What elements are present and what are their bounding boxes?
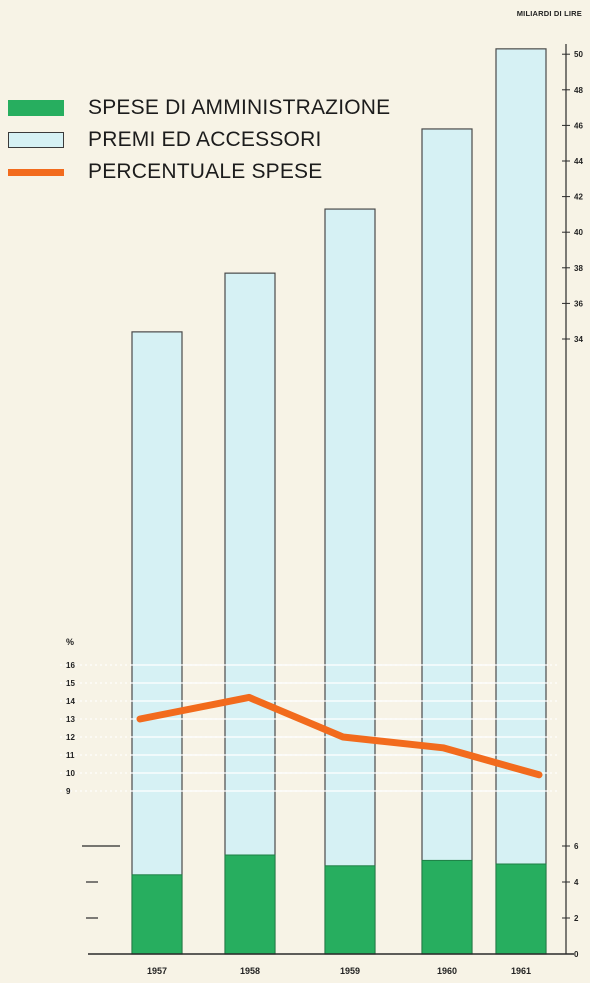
- bar-spese-1959: [324, 865, 376, 955]
- right-axis-tick-label: 50: [574, 50, 583, 59]
- bar-premi-1957: [131, 331, 183, 955]
- left-axis-unit-label: %: [66, 637, 74, 647]
- bar-spese-1960: [421, 859, 473, 955]
- right-axis-tick-label: 48: [574, 86, 583, 95]
- x-axis-label-1960: 1960: [437, 966, 457, 976]
- right-axis-tick-label: 44: [574, 157, 583, 166]
- bar-premi-1960: [421, 128, 473, 955]
- left-axis-tick-label: 14: [66, 697, 75, 706]
- right-axis-tick-label: 4: [574, 878, 579, 887]
- x-axis-label-1957: 1957: [147, 966, 167, 976]
- legend-label-percentuale: PERCENTUALE SPESE: [88, 160, 323, 183]
- legend-swatch-percentuale: [8, 168, 64, 176]
- left-axis-tick-label: 11: [66, 751, 75, 760]
- legend-item-premi: PREMI ED ACCESSORI: [8, 124, 390, 156]
- legend-swatch-premi: [8, 132, 64, 148]
- legend-item-percentuale: PERCENTUALE SPESE: [8, 156, 390, 188]
- bar-spese-1957: [131, 874, 183, 955]
- x-axis-label-1958: 1958: [240, 966, 260, 976]
- x-axis-label-1959: 1959: [340, 966, 360, 976]
- right-axis-tick-label: 2: [574, 914, 579, 923]
- bar-spese-1958: [224, 854, 276, 955]
- right-axis-unit-label: MILIARDI DI LIRE: [516, 9, 582, 18]
- left-axis-tick-label: 12: [66, 733, 75, 742]
- left-axis-tick-label: 9: [66, 787, 71, 796]
- legend-label-premi: PREMI ED ACCESSORI: [88, 128, 322, 151]
- bar-premi-1959: [324, 208, 376, 955]
- right-axis-tick-label: 40: [574, 228, 583, 237]
- bar-premi-1958: [224, 272, 276, 955]
- x-axis-label-1961: 1961: [511, 966, 531, 976]
- legend-item-spese: SPESE DI AMMINISTRAZIONE: [8, 92, 390, 124]
- legend-swatch-spese: [8, 100, 64, 116]
- right-axis-tick-label: 34: [574, 335, 583, 344]
- left-axis-tick-label: 13: [66, 715, 75, 724]
- right-axis-tick-label: 36: [574, 299, 583, 308]
- right-axis-tick-label: 6: [574, 842, 579, 851]
- legend-label-spese: SPESE DI AMMINISTRAZIONE: [88, 96, 391, 119]
- right-axis-tick-label: 46: [574, 121, 583, 130]
- bar-premi-1961: [495, 48, 547, 955]
- legend: SPESE DI AMMINISTRAZIONE PREMI ED ACCESS…: [8, 92, 390, 188]
- line-percentuale-spese: [136, 693, 543, 779]
- bar-spese-1961: [495, 863, 547, 955]
- left-axis-tick-label: 15: [66, 679, 75, 688]
- left-axis-tick-label: 10: [66, 769, 75, 778]
- left-axis-tick-label: 16: [66, 661, 75, 670]
- right-axis-tick-label: 0: [574, 950, 579, 959]
- right-axis-tick-label: 38: [574, 264, 583, 273]
- right-axis-tick-label: 42: [574, 193, 583, 202]
